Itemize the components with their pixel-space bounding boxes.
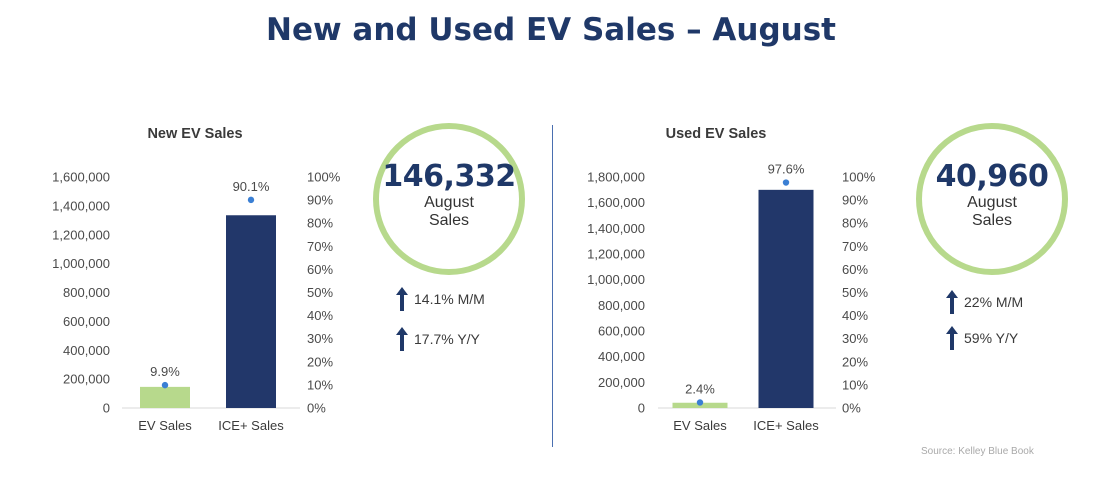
used-ev-mm-stat: 22% M/M [946, 290, 1023, 314]
panel-divider [552, 125, 553, 447]
share-marker [696, 399, 704, 406]
y2-tick-label: 40% [842, 308, 868, 323]
x-category-label: EV Sales [138, 418, 192, 433]
y2-tick-label: 10% [307, 377, 333, 392]
y2-tick-label: 10% [842, 377, 868, 392]
y-tick-label: 1,400,000 [52, 198, 110, 213]
y2-tick-label: 50% [307, 285, 333, 300]
y2-tick-label: 20% [842, 354, 868, 369]
arrow-up-icon [946, 290, 958, 314]
y-tick-label: 1,200,000 [587, 247, 645, 262]
y-tick-label: 1,000,000 [52, 256, 110, 271]
new-ev-total-label-2: Sales [428, 212, 470, 229]
y-tick-label: 600,000 [63, 314, 110, 329]
y2-tick-label: 20% [307, 354, 333, 369]
share-marker [161, 381, 169, 389]
share-data-label: 9.9% [150, 364, 180, 379]
y2-tick-label: 30% [307, 331, 333, 346]
y2-tick-label: 60% [842, 262, 868, 277]
x-category-label: EV Sales [673, 418, 727, 433]
y-tick-label: 400,000 [598, 349, 645, 364]
y-tick-label: 1,800,000 [587, 170, 645, 185]
x-category-label: ICE+ Sales [218, 418, 284, 433]
y2-tick-label: 30% [842, 331, 868, 346]
y-tick-label: 0 [638, 401, 645, 416]
used-ev-summary-ring: 40,960 August Sales [916, 123, 1068, 275]
used-ev-yy-stat: 59% Y/Y [946, 326, 1018, 350]
y-tick-label: 200,000 [63, 372, 110, 387]
new-ev-total-label-1: August [424, 194, 474, 211]
y2-tick-label: 0% [842, 401, 861, 416]
y-tick-label: 600,000 [598, 324, 645, 339]
y2-tick-label: 100% [842, 170, 876, 185]
y2-tick-label: 70% [842, 239, 868, 254]
y-tick-label: 1,200,000 [52, 227, 110, 242]
y-tick-label: 800,000 [598, 298, 645, 313]
y2-tick-label: 60% [307, 262, 333, 277]
share-marker [247, 196, 255, 204]
y-tick-label: 400,000 [63, 343, 110, 358]
used-ev-chart-title: Used EV Sales [665, 126, 767, 142]
y2-tick-label: 100% [307, 170, 341, 185]
y-tick-label: 1,600,000 [52, 170, 110, 185]
y2-tick-label: 40% [307, 308, 333, 323]
y-tick-label: 0 [103, 401, 110, 416]
y2-tick-label: 80% [307, 216, 333, 231]
bar-ev-sales [140, 386, 190, 408]
used-ev-total-label-1: August [967, 194, 1017, 211]
y-tick-label: 1,000,000 [587, 272, 645, 287]
y2-tick-label: 50% [842, 285, 868, 300]
y-tick-label: 200,000 [598, 375, 645, 390]
y-tick-label: 800,000 [63, 285, 110, 300]
y2-tick-label: 80% [842, 216, 868, 231]
y2-tick-label: 90% [842, 193, 868, 208]
new-ev-panel: New EV Sales 0 200,000 400,000 600,000 800,0… [0, 0, 550, 489]
share-data-label: 2.4% [685, 381, 715, 396]
used-ev-mm-text: 22% M/M [964, 294, 1024, 310]
new-ev-yy-text: 17.7% Y/Y [414, 331, 480, 347]
bar-ice-sales [758, 189, 814, 408]
arrow-up-icon [946, 326, 958, 350]
y-tick-label: 1,400,000 [587, 221, 645, 236]
arrow-up-icon [396, 287, 408, 311]
new-ev-mm-text: 14.1% M/M [414, 291, 485, 307]
y2-tick-label: 70% [307, 239, 333, 254]
y2-tick-label: 90% [307, 193, 333, 208]
new-ev-mm-stat: 14.1% M/M [396, 287, 485, 311]
used-ev-yy-text: 59% Y/Y [964, 330, 1019, 346]
page-title: New and Used EV Sales – August [266, 12, 836, 48]
new-ev-sales-chart: 0 200,000 400,000 600,000 800,000 1,000,000 1,… [52, 170, 341, 434]
share-marker [782, 179, 790, 186]
new-ev-chart-title: New EV Sales [147, 126, 243, 142]
used-ev-total-number: 40,960 [935, 159, 1049, 194]
new-ev-summary-ring: 146,332 August Sales [373, 123, 525, 275]
share-data-label: 97.6% [768, 162, 805, 177]
y-tick-label: 1,600,000 [587, 195, 645, 210]
x-category-label: ICE+ Sales [753, 418, 819, 433]
used-ev-total-label-2: Sales [971, 212, 1013, 229]
new-ev-total-number: 146,332 [382, 159, 516, 194]
source-note: Source: Kelley Blue Book [921, 446, 1034, 457]
y2-tick-label: 0% [307, 401, 326, 416]
arrow-up-icon [396, 327, 408, 351]
new-ev-yy-stat: 17.7% Y/Y [396, 327, 480, 351]
share-data-label: 90.1% [233, 179, 270, 194]
bar-ice-sales [226, 215, 276, 408]
used-ev-panel: Used EV Sales 0 200,000 400,000 600,000 800,… [553, 0, 1102, 489]
used-ev-sales-chart: 0 200,000 400,000 600,000 800,000 1,000,000 1,… [587, 162, 876, 433]
